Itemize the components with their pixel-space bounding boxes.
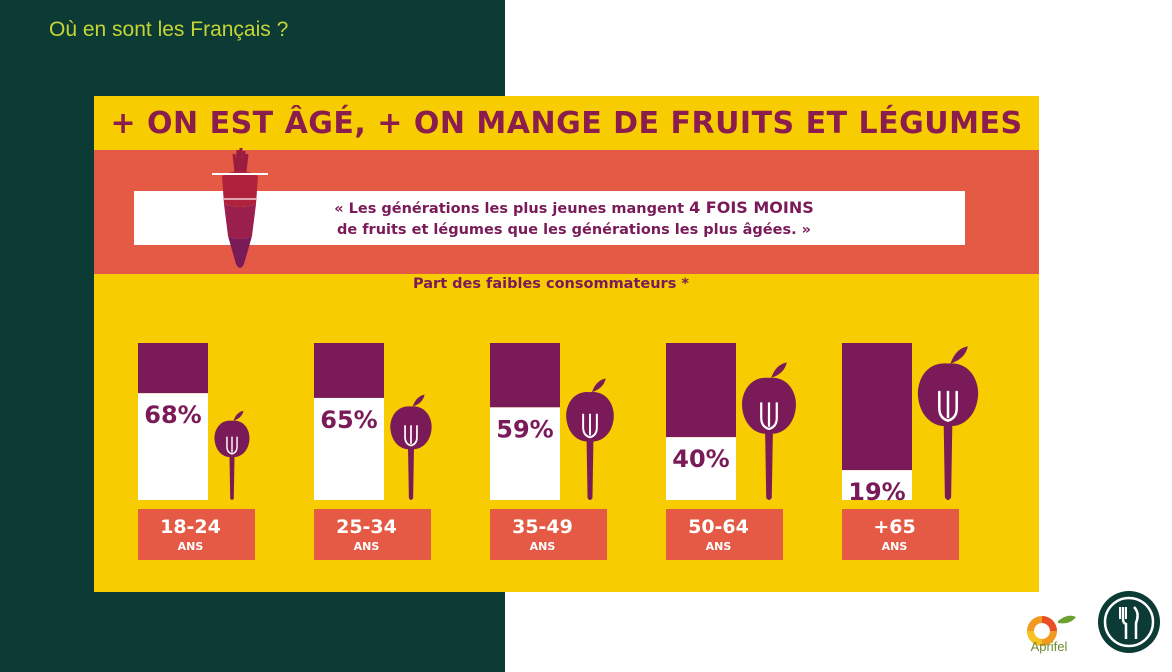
- category-label-box: [490, 509, 607, 560]
- bar-remainder: [842, 343, 912, 471]
- category-label-box: [138, 509, 255, 560]
- apple-fork-icon: [917, 346, 979, 500]
- apple-fork-icon: [742, 362, 796, 500]
- category-label-box: [314, 509, 431, 560]
- bar: [842, 470, 912, 500]
- bar: [314, 397, 384, 500]
- headline: + ON EST ÂGÉ, + ON MANGE DE FRUITS ET LÉ…: [110, 105, 1023, 141]
- category-tick-label: +65: [873, 516, 915, 538]
- category-label-box: [842, 509, 959, 560]
- apple-fork-icon: [214, 410, 250, 500]
- radish-icon: [212, 147, 268, 268]
- category-unit-label: ANS: [354, 540, 380, 553]
- category-tick-label: 35-49: [512, 516, 573, 538]
- bar-value-label: 68%: [144, 401, 201, 429]
- infographic: + ON EST ÂGÉ, + ON MANGE DE FRUITS ET LÉ…: [94, 96, 1039, 592]
- bar-group-18-24: 68% 18-24 ANS: [138, 343, 255, 560]
- category-unit-label: ANS: [530, 540, 556, 553]
- quote-line1-prefix: « Les générations les plus jeunes mangen…: [334, 201, 690, 217]
- apple-fork-icon: [566, 378, 614, 500]
- bar-group-35-49: 59% 35-49 ANS: [490, 343, 614, 560]
- bar-remainder: [138, 343, 208, 394]
- bar-remainder: [490, 343, 560, 408]
- bar: [490, 407, 560, 500]
- apple-fork-icon: [390, 394, 432, 500]
- aprifel-logo-text: Aprifel: [1030, 639, 1068, 654]
- bar: [666, 437, 736, 500]
- quote-box: « Les générations les plus jeunes mangen…: [134, 191, 965, 245]
- bar-remainder: [666, 343, 736, 438]
- bar-value-label: 65%: [320, 406, 377, 434]
- chart-title: Part des faibles consommateurs *: [413, 276, 689, 292]
- quote-text: « Les générations les plus jeunes mangen…: [294, 197, 854, 241]
- category-tick-label: 18-24: [160, 516, 221, 538]
- slide-title: Où en sont les Français ?: [49, 18, 289, 41]
- bar: [138, 393, 208, 500]
- bar-group-25-34: 65% 25-34 ANS: [314, 343, 432, 560]
- bar-value-label: 59%: [496, 415, 553, 443]
- category-tick-label: 25-34: [336, 516, 397, 538]
- bar-group-50-64: 40% 50-64 ANS: [666, 343, 796, 560]
- quote-line1-emphasis: 4 FOIS MOINS: [689, 198, 814, 217]
- category-tick-label: 50-64: [688, 516, 749, 538]
- bar-chart: 68% 18-24 ANS 65% 25-34 ANS 59% 35-49 ANS 40% 50-6…: [138, 343, 979, 560]
- bar-value-label: 19%: [848, 478, 905, 506]
- bar-remainder: [314, 343, 384, 398]
- aprifel-logo: [1027, 615, 1076, 646]
- bar-group-+65: 19% +65 ANS: [842, 343, 979, 560]
- fork-knife-circle-icon: [1098, 591, 1160, 653]
- category-label-box: [666, 509, 783, 560]
- quote-line2: de fruits et légumes que les générations…: [336, 222, 812, 238]
- bar-value-label: 40%: [672, 445, 729, 473]
- category-unit-label: ANS: [706, 540, 732, 553]
- category-unit-label: ANS: [178, 540, 204, 553]
- quote-band: « Les générations les plus jeunes mangen…: [94, 147, 1039, 274]
- category-unit-label: ANS: [882, 540, 908, 553]
